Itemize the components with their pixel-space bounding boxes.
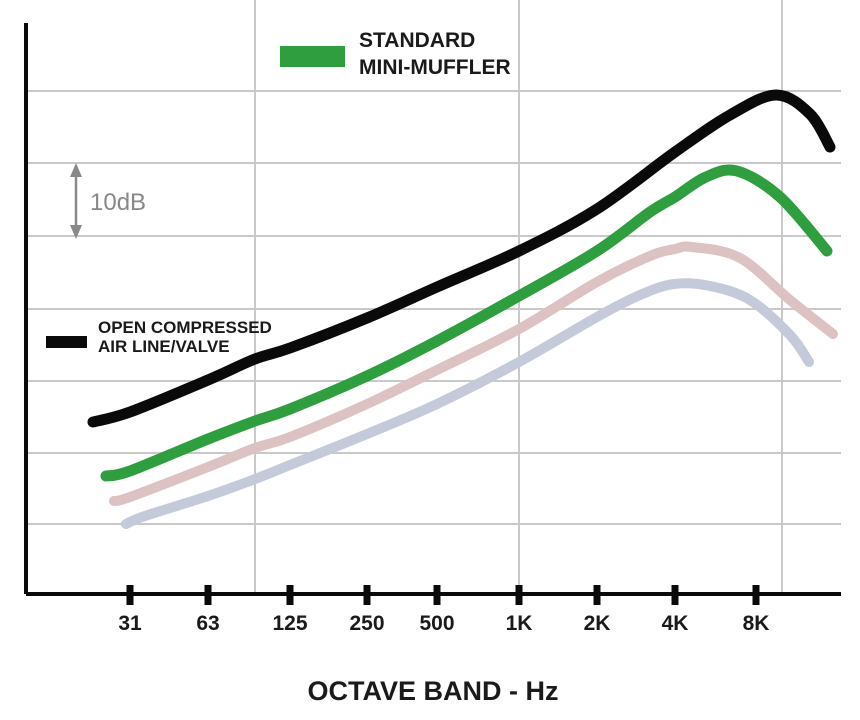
svg-text:63: 63 (196, 612, 219, 635)
svg-text:250: 250 (349, 612, 384, 635)
svg-text:OCTAVE BAND - Hz: OCTAVE BAND - Hz (308, 676, 559, 706)
svg-text:MINI-MUFFLER: MINI-MUFFLER (359, 56, 511, 79)
svg-text:2K: 2K (584, 612, 611, 635)
svg-text:125: 125 (272, 612, 307, 635)
svg-text:31: 31 (118, 612, 142, 635)
svg-text:1K: 1K (506, 612, 533, 635)
svg-text:OPEN COMPRESSED: OPEN COMPRESSED (98, 318, 272, 337)
svg-text:AIR LINE/VALVE: AIR LINE/VALVE (98, 337, 230, 356)
svg-text:10dB: 10dB (90, 189, 146, 216)
svg-text:500: 500 (419, 612, 454, 635)
svg-text:STANDARD: STANDARD (359, 29, 475, 52)
svg-text:4K: 4K (662, 612, 689, 635)
svg-text:8K: 8K (743, 612, 770, 635)
